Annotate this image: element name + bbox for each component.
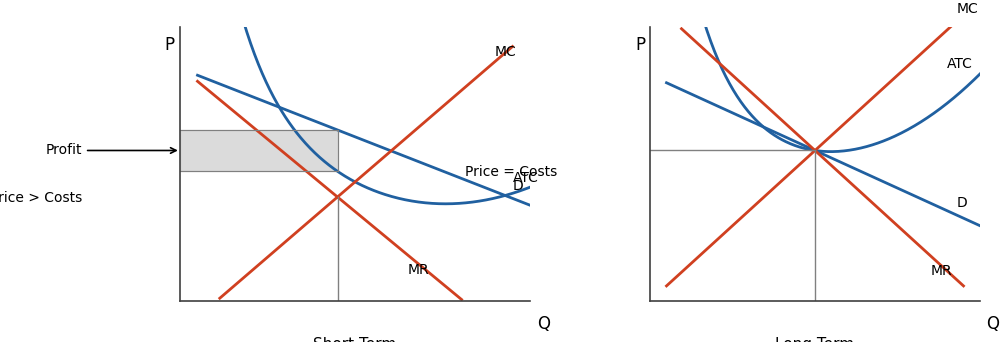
Text: MC: MC xyxy=(957,2,979,16)
Text: P: P xyxy=(635,36,645,54)
Text: MR: MR xyxy=(408,263,429,277)
Text: Q: Q xyxy=(537,315,550,333)
Text: Price > Costs: Price > Costs xyxy=(0,192,82,205)
Text: D: D xyxy=(512,179,523,193)
Text: Q: Q xyxy=(987,315,1000,333)
Text: ATC: ATC xyxy=(512,171,538,185)
Text: D: D xyxy=(957,196,968,210)
Text: Price = Costs: Price = Costs xyxy=(465,166,558,179)
Text: P: P xyxy=(164,36,175,54)
Text: Short Term: Short Term xyxy=(313,337,397,342)
Text: Profit: Profit xyxy=(46,144,176,157)
Text: MC: MC xyxy=(495,45,517,59)
Text: Long Term: Long Term xyxy=(775,337,855,342)
Text: ATC: ATC xyxy=(947,57,973,71)
Text: MR: MR xyxy=(930,264,952,278)
